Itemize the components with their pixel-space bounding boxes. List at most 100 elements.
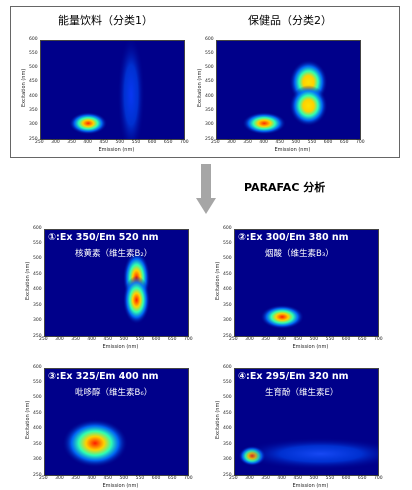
x-tick-label: 400 [277,337,286,342]
plot-component-4: ④:Ex 295/Em 320 nm 生育酚（维生素E） [234,368,379,476]
y-tick-label: 500 [205,65,214,71]
y-tick-label: 450 [29,79,38,85]
x-tick-label: 650 [339,140,349,145]
y-tick-label: 550 [223,240,232,246]
contour-map [242,59,328,135]
y-tick-label: 350 [33,441,42,447]
x-tick-label: 350 [71,337,80,342]
component-title: ④:Ex 295/Em 320 nm [238,371,349,382]
y-tick-label: 350 [205,107,214,113]
x-tick-label: 350 [261,337,270,342]
x-tick-label: 450 [103,337,113,342]
y-tick-label: 500 [33,256,42,262]
y-tick-label: 400 [223,426,232,432]
component-subtitle: 核黄素（维生素B₂） [75,249,153,259]
x-tick-label: 400 [277,476,286,481]
x-axis-label: Emission (nm) [98,147,135,153]
x-tick-label: 350 [67,140,76,145]
x-tick-label: 450 [275,140,285,145]
y-tick-label: 450 [223,271,232,277]
fluorescence-peak [239,437,378,470]
supplement-title: 保健品（分类2） [248,14,332,27]
x-tick-label: 700 [184,476,193,481]
y-tick-label: 600 [223,364,232,370]
x-tick-label: 600 [341,476,351,481]
x-tick-label: 450 [103,476,113,481]
y-tick-label: 300 [205,122,214,128]
y-tick-label: 250 [223,333,232,339]
fluorescence-peak [117,41,145,139]
x-tick-label: 650 [167,337,177,342]
x-tick-label: 500 [119,337,129,342]
y-axis-label: Excitation (nm) [21,68,27,107]
x-tick-label: 450 [293,476,303,481]
y-axis-label: Excitation (nm) [197,68,203,107]
down-arrow-icon [196,164,216,216]
x-tick-label: 700 [180,140,189,145]
x-tick-label: 250 [35,140,44,145]
y-axis-label: Excitation (nm) [215,261,221,300]
x-tick-label: 650 [357,476,367,481]
x-tick-label: 600 [147,140,157,145]
y-tick-label: 350 [223,441,232,447]
plot-component-2: ②:Ex 300/Em 380 nm 烟酸（维生素B₃） [234,229,379,337]
y-tick-label: 450 [33,410,42,416]
x-axis-label: Emission (nm) [292,483,329,489]
x-tick-label: 450 [293,337,303,342]
y-tick-label: 600 [33,225,42,231]
x-tick-label: 550 [325,476,335,481]
fluorescence-peak [69,112,108,135]
x-tick-label: 300 [227,140,236,145]
y-tick-label: 300 [33,457,42,463]
y-tick-label: 300 [29,122,38,128]
component-subtitle: 吡哆醇（维生素B₆） [75,388,153,398]
x-tick-label: 650 [167,476,177,481]
y-tick-label: 450 [223,410,232,416]
x-tick-label: 650 [163,140,173,145]
y-tick-label: 400 [33,287,42,293]
component-subtitle: 生育酚（维生素E） [265,388,339,398]
x-tick-label: 250 [211,140,220,145]
x-tick-label: 300 [51,140,60,145]
fluorescence-peak [289,85,328,127]
x-tick-label: 550 [307,140,317,145]
x-tick-label: 250 [229,337,238,342]
fluorescence-peak [62,419,128,468]
x-tick-label: 400 [87,476,96,481]
fluorescence-peak [122,275,151,325]
y-tick-label: 250 [33,333,42,339]
x-tick-label: 550 [325,337,335,342]
fluorescence-peak [242,112,286,135]
y-tick-label: 300 [223,318,232,324]
x-tick-label: 550 [135,476,145,481]
y-tick-label: 500 [33,395,42,401]
y-tick-label: 550 [205,50,214,56]
x-tick-label: 650 [357,337,367,342]
x-tick-label: 250 [39,337,48,342]
x-tick-label: 500 [119,476,129,481]
y-tick-label: 500 [223,256,232,262]
y-tick-label: 550 [29,50,38,56]
contour-map [122,251,151,325]
x-tick-label: 450 [99,140,109,145]
y-axis-label: Excitation (nm) [25,400,31,439]
x-tick-label: 400 [83,140,92,145]
y-tick-label: 450 [205,79,214,85]
x-tick-label: 300 [55,337,64,342]
x-axis-label: Emission (nm) [102,483,139,489]
y-tick-label: 400 [223,287,232,293]
x-tick-label: 350 [71,476,80,481]
x-tick-label: 350 [261,476,270,481]
x-tick-label: 700 [374,476,383,481]
x-tick-label: 600 [151,337,161,342]
y-tick-label: 400 [29,93,38,99]
component-subtitle: 烟酸（维生素B₃） [265,249,334,259]
plot-component-1: ①:Ex 350/Em 520 nm 核黄素（维生素B₂） [44,229,189,337]
x-tick-label: 250 [229,476,238,481]
y-tick-label: 250 [29,136,38,142]
x-tick-label: 600 [323,140,333,145]
x-axis-label: Emission (nm) [102,344,139,350]
y-tick-label: 350 [33,302,42,308]
x-tick-label: 500 [291,140,301,145]
x-tick-label: 700 [356,140,365,145]
